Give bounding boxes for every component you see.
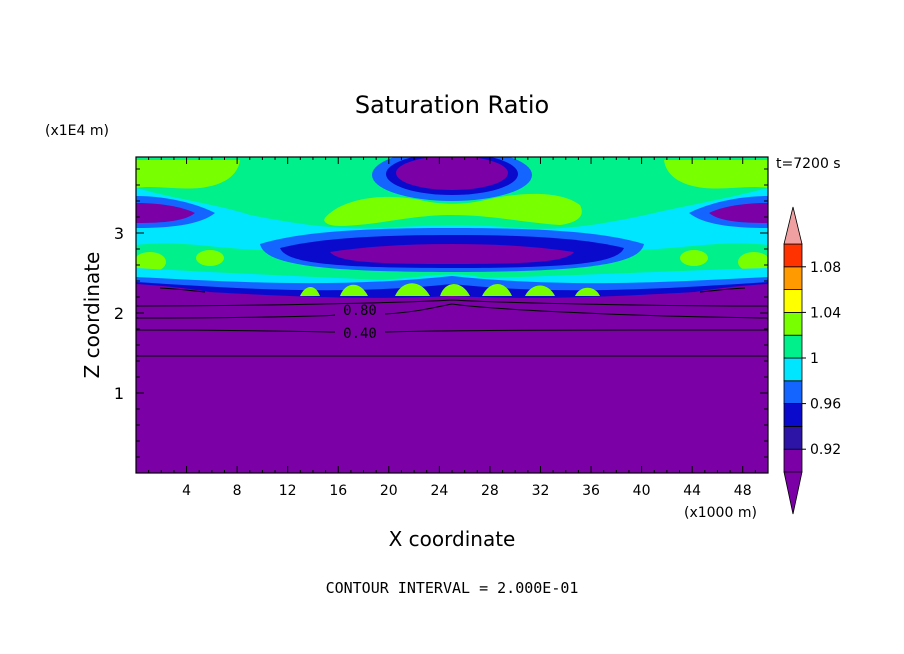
contour-line xyxy=(159,287,746,293)
colorbar-tick-label: 1.04 xyxy=(810,305,841,321)
contour-line xyxy=(136,299,768,307)
chart-title: Saturation Ratio xyxy=(355,91,549,119)
colorbar-swatch xyxy=(783,243,803,268)
y-axis: 1 2 3 xyxy=(114,168,768,458)
contour-field xyxy=(136,157,768,473)
x-tick-label: 20 xyxy=(380,483,398,499)
x-tick-label: 44 xyxy=(683,483,701,499)
colorbar-swatch xyxy=(783,289,803,313)
band-green-upper-center xyxy=(324,193,582,226)
band-green-bumps xyxy=(300,283,600,296)
colorbar-swatch xyxy=(783,448,803,473)
colorbar-swatch xyxy=(783,334,803,359)
colorbar-tick-label: 1.08 xyxy=(810,260,841,276)
band-green-upper-right xyxy=(664,160,768,189)
x-tick-label: 48 xyxy=(734,483,752,499)
band-purple-top xyxy=(396,157,508,190)
x-axis: 4 8 12 16 20 24 28 32 36 40 44 48 xyxy=(148,157,756,499)
x-axis-label: X coordinate xyxy=(389,527,516,551)
colorbar-tick-label: 0.96 xyxy=(810,397,841,413)
band-purple-streak-right xyxy=(684,284,768,298)
colorbar-swatch xyxy=(783,403,803,427)
band-green-blob xyxy=(196,250,224,266)
band-purple-right xyxy=(709,203,768,223)
y-unit-label: (x1E4 m) xyxy=(45,123,109,139)
colorbar-swatch xyxy=(783,425,803,450)
band-green-upper-left xyxy=(136,160,240,189)
y-tick-label: 1 xyxy=(114,384,124,403)
y-tick-label: 3 xyxy=(114,224,124,243)
band-purple-mid xyxy=(330,244,574,264)
x-tick-label: 8 xyxy=(233,483,242,499)
colorbar-swatch xyxy=(783,357,803,382)
x-tick-label: 32 xyxy=(532,483,550,499)
colorbar-swatch xyxy=(783,311,803,336)
contour-label: 0.40 xyxy=(343,326,377,342)
x-unit-label: (x1000 m) xyxy=(684,505,757,521)
x-tick-label: 36 xyxy=(582,483,600,499)
band-green-blob xyxy=(680,250,708,266)
colorbar-under-arrow xyxy=(783,471,803,515)
y-tick-label: 2 xyxy=(114,304,124,323)
x-tick-label: 12 xyxy=(279,483,297,499)
x-tick-label: 28 xyxy=(481,483,499,499)
band-purple-left xyxy=(136,203,195,223)
colorbar-tick-label: 1 xyxy=(810,351,819,367)
band-green-blob xyxy=(738,252,768,272)
x-tick-label: 16 xyxy=(329,483,347,499)
contour-interval-note: CONTOUR INTERVAL = 2.000E-01 xyxy=(326,579,579,597)
contour-line-040 xyxy=(136,329,768,333)
y-axis-label: Z coordinate xyxy=(80,252,104,379)
band-green-blob xyxy=(136,252,166,272)
colorbar-over-arrow xyxy=(783,206,803,245)
colorbar-tick-label: 0.92 xyxy=(810,442,841,458)
band-cyan-upper xyxy=(136,188,768,250)
colorbar-swatch xyxy=(783,266,803,290)
x-tick-label: 40 xyxy=(633,483,651,499)
contour-line-080 xyxy=(136,303,768,319)
colorbar-swatch xyxy=(783,380,803,404)
contour-label: 0.80 xyxy=(343,303,377,319)
x-tick-label: 24 xyxy=(430,483,448,499)
x-tick-label: 4 xyxy=(182,483,191,499)
time-label: t=7200 s xyxy=(776,156,841,172)
colorbar: 1.08 1.04 1 0.96 0.92 xyxy=(783,206,841,515)
band-purple-streak-left xyxy=(136,284,220,298)
